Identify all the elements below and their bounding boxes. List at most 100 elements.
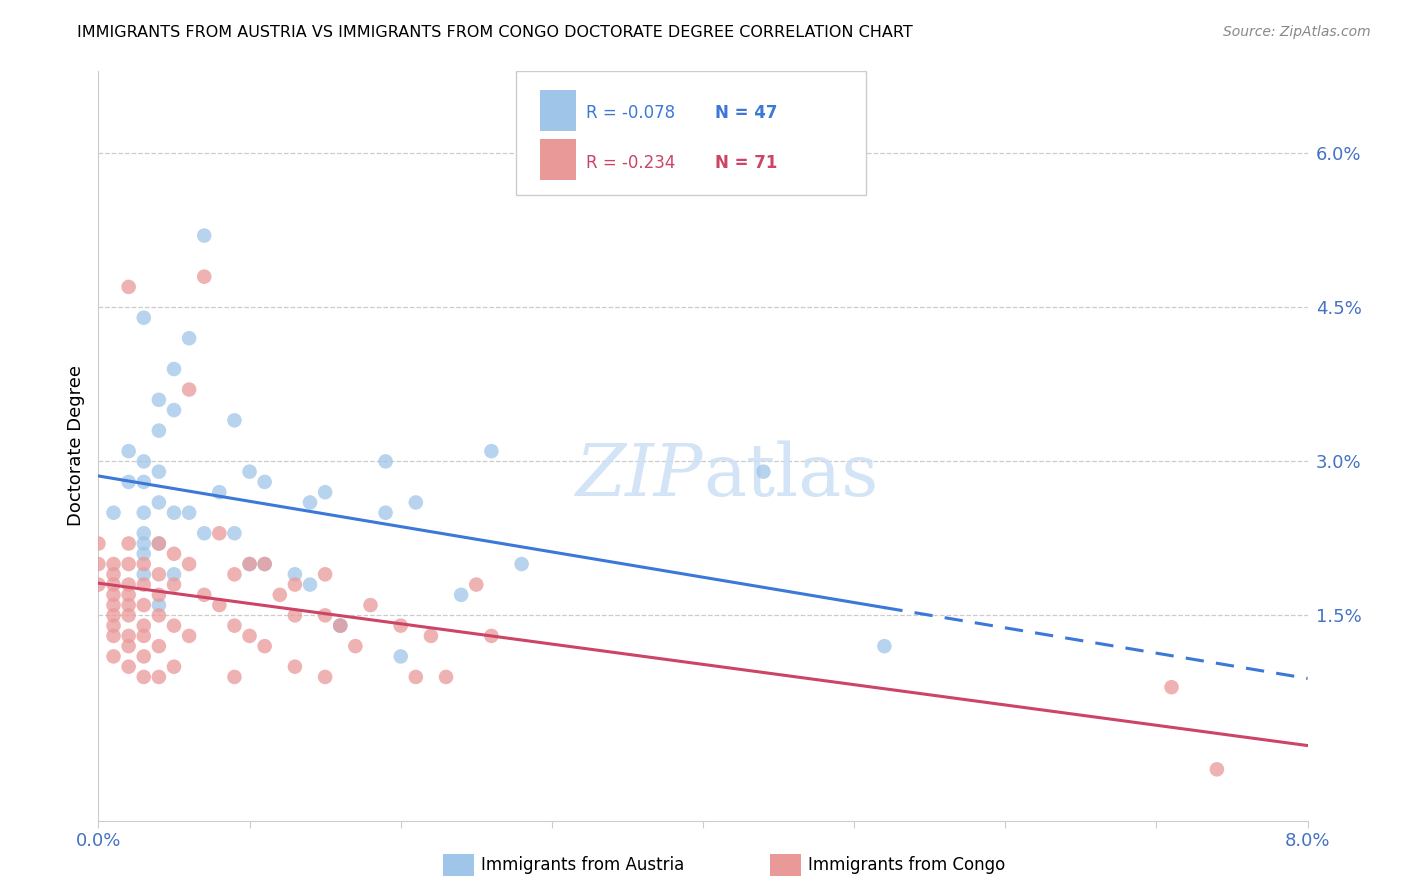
Text: atlas: atlas	[703, 441, 879, 511]
Point	[148, 670, 170, 684]
Point	[118, 639, 141, 653]
Point	[434, 670, 457, 684]
Point	[481, 444, 503, 458]
Point	[148, 588, 170, 602]
Point	[344, 639, 367, 653]
Point	[118, 608, 141, 623]
Point	[103, 618, 125, 632]
Point	[103, 557, 125, 571]
Point	[148, 495, 170, 509]
Point	[87, 577, 110, 591]
Point	[103, 577, 125, 591]
Text: Source: ZipAtlas.com: Source: ZipAtlas.com	[1223, 25, 1371, 39]
Point	[314, 567, 336, 582]
Point	[148, 639, 170, 653]
Text: N = 47: N = 47	[716, 103, 778, 121]
Point	[132, 629, 155, 643]
Point	[132, 618, 155, 632]
Point	[148, 567, 170, 582]
Point	[510, 557, 533, 571]
Point	[118, 598, 141, 612]
Point	[118, 475, 141, 489]
Text: N = 71: N = 71	[716, 153, 778, 172]
Point	[193, 588, 215, 602]
Point	[132, 670, 155, 684]
Point	[118, 629, 141, 643]
Point	[179, 557, 201, 571]
Point	[224, 618, 246, 632]
Point	[284, 567, 307, 582]
Point	[269, 588, 291, 602]
Point	[118, 659, 141, 673]
Point	[314, 670, 336, 684]
Point	[163, 403, 186, 417]
Point	[118, 536, 141, 550]
Point	[148, 598, 170, 612]
Point	[208, 526, 231, 541]
Point	[118, 577, 141, 591]
Point	[132, 536, 155, 550]
Point	[360, 598, 382, 612]
Point	[299, 577, 322, 591]
FancyBboxPatch shape	[516, 71, 866, 195]
Point	[132, 454, 155, 468]
Point	[103, 506, 125, 520]
Point	[253, 639, 276, 653]
Point	[284, 608, 307, 623]
Point	[284, 659, 307, 673]
Point	[329, 618, 352, 632]
Point	[103, 629, 125, 643]
Point	[87, 557, 110, 571]
Point	[163, 659, 186, 673]
Point	[224, 413, 246, 427]
Text: Immigrants from Congo: Immigrants from Congo	[808, 856, 1005, 874]
Point	[132, 649, 155, 664]
Point	[405, 670, 427, 684]
Point	[103, 588, 125, 602]
Point	[314, 485, 336, 500]
Point	[193, 228, 215, 243]
Point	[132, 310, 155, 325]
Point	[148, 536, 170, 550]
Point	[132, 577, 155, 591]
Point	[179, 506, 201, 520]
Point	[148, 536, 170, 550]
Text: R = -0.234: R = -0.234	[586, 153, 675, 172]
Point	[132, 557, 155, 571]
Point	[179, 331, 201, 345]
Y-axis label: Doctorate Degree: Doctorate Degree	[66, 366, 84, 526]
Point	[208, 485, 231, 500]
Point	[420, 629, 443, 643]
Point	[873, 639, 896, 653]
FancyBboxPatch shape	[540, 139, 576, 180]
Point	[163, 567, 186, 582]
Point	[239, 557, 262, 571]
Point	[103, 608, 125, 623]
Point	[239, 557, 262, 571]
Point	[389, 649, 412, 664]
Point	[389, 618, 412, 632]
Point	[132, 567, 155, 582]
Point	[253, 475, 276, 489]
Point	[224, 670, 246, 684]
Point	[118, 280, 141, 294]
Point	[163, 506, 186, 520]
Text: Immigrants from Austria: Immigrants from Austria	[481, 856, 685, 874]
Point	[163, 618, 186, 632]
Point	[132, 547, 155, 561]
Point	[193, 526, 215, 541]
Point	[179, 629, 201, 643]
FancyBboxPatch shape	[540, 90, 576, 131]
Point	[299, 495, 322, 509]
Point	[163, 547, 186, 561]
Point	[253, 557, 276, 571]
Point	[132, 526, 155, 541]
Point	[163, 577, 186, 591]
Point	[1160, 680, 1182, 694]
Point	[132, 598, 155, 612]
Point	[239, 629, 262, 643]
Point	[132, 475, 155, 489]
Point	[193, 269, 215, 284]
Point	[118, 557, 141, 571]
Point	[374, 506, 396, 520]
